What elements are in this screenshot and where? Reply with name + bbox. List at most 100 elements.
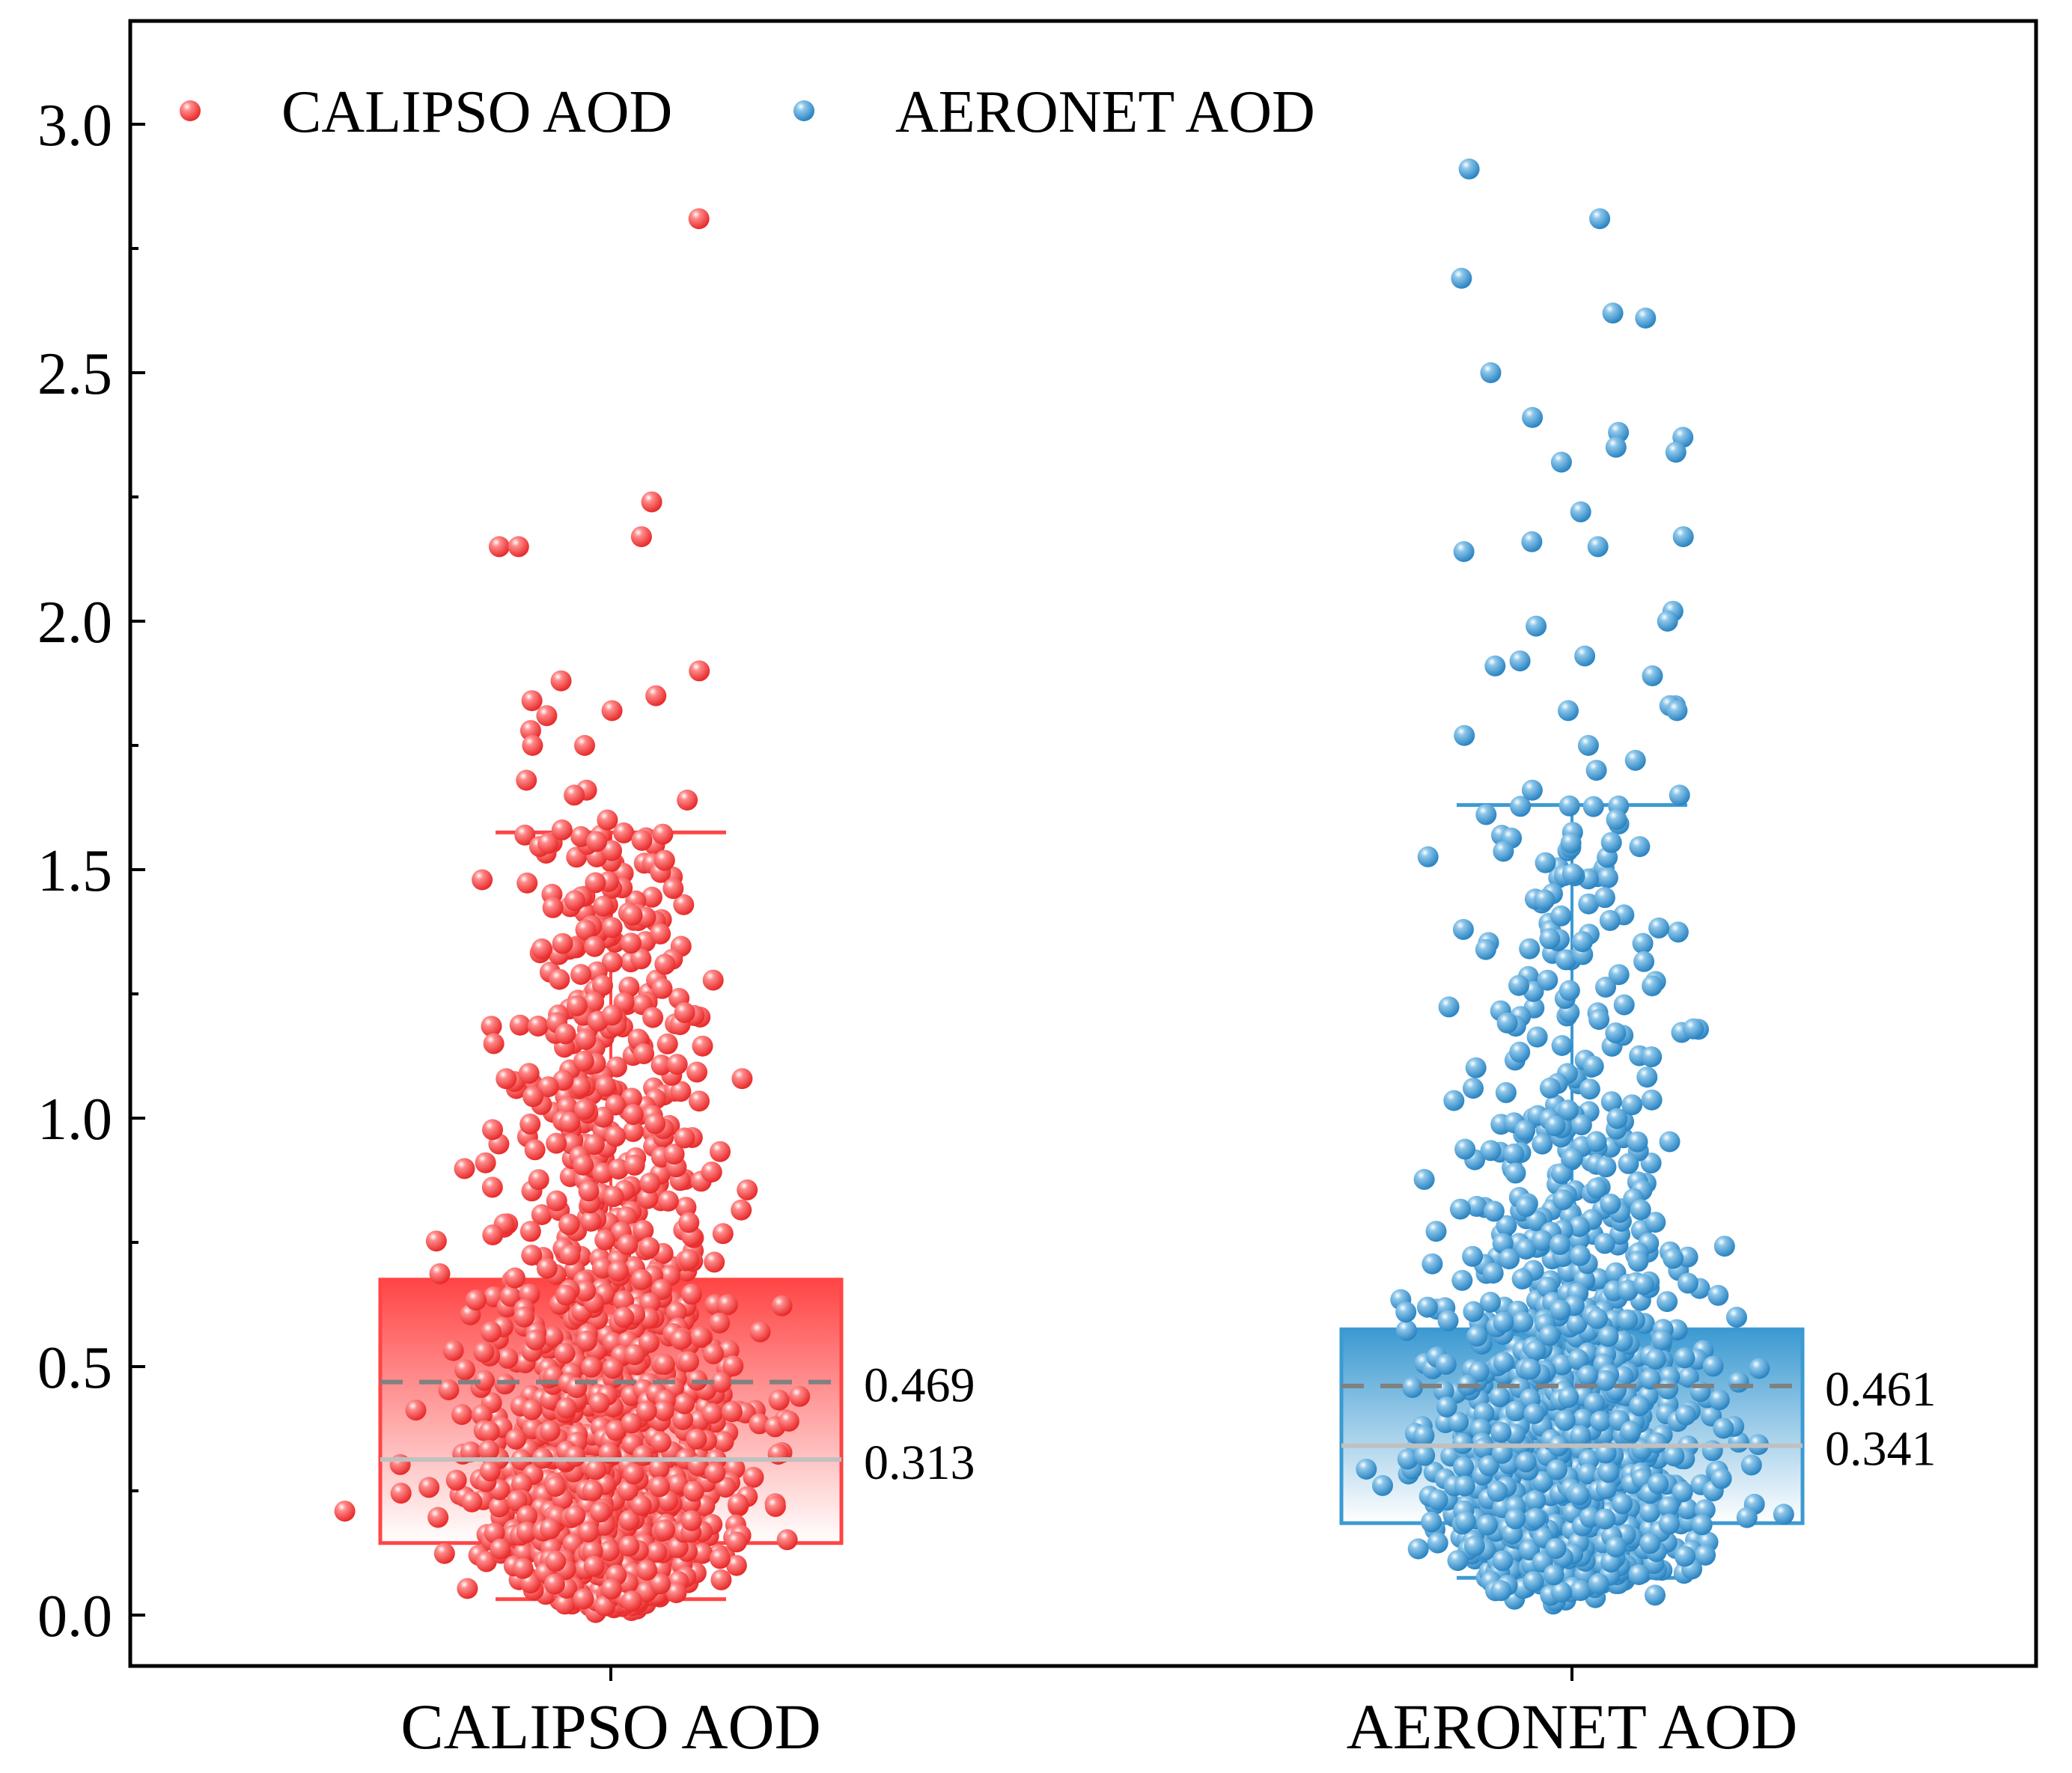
data-point bbox=[1558, 980, 1580, 1001]
data-point bbox=[479, 1460, 501, 1482]
data-point bbox=[570, 1075, 591, 1097]
data-point bbox=[731, 1068, 753, 1090]
outlier-point bbox=[521, 690, 543, 712]
data-point bbox=[1480, 1140, 1502, 1162]
data-point bbox=[639, 1331, 660, 1353]
data-point bbox=[1558, 1099, 1579, 1121]
data-point bbox=[457, 1578, 478, 1599]
data-point bbox=[1677, 1498, 1698, 1520]
outlier-point bbox=[1602, 302, 1624, 324]
outlier-point bbox=[1666, 700, 1688, 721]
data-point bbox=[1567, 1349, 1589, 1370]
data-point bbox=[1463, 1078, 1484, 1099]
data-point bbox=[582, 1480, 603, 1501]
data-point bbox=[516, 1521, 537, 1542]
outlier-point bbox=[522, 735, 543, 756]
data-point bbox=[686, 1428, 707, 1450]
data-point bbox=[665, 1582, 687, 1604]
data-point bbox=[666, 1054, 688, 1075]
data-point bbox=[1515, 1239, 1537, 1260]
data-point bbox=[1633, 1274, 1654, 1296]
data-point bbox=[1663, 1445, 1685, 1467]
data-point bbox=[1627, 1131, 1648, 1153]
data-point bbox=[1514, 1120, 1536, 1141]
data-point bbox=[1651, 1329, 1673, 1351]
data-point bbox=[545, 1476, 567, 1497]
data-point bbox=[631, 1269, 653, 1290]
data-point bbox=[390, 1483, 412, 1504]
outlier-point bbox=[1577, 735, 1599, 756]
outlier-point bbox=[1587, 536, 1609, 558]
data-point bbox=[692, 1035, 713, 1057]
data-point bbox=[1560, 832, 1582, 854]
data-point bbox=[536, 1257, 558, 1279]
data-point bbox=[1633, 950, 1655, 972]
data-point bbox=[438, 1379, 460, 1400]
data-point bbox=[1473, 1403, 1495, 1424]
data-point bbox=[429, 1263, 451, 1284]
data-point bbox=[678, 1248, 700, 1270]
outlier-point bbox=[574, 735, 595, 756]
outlier-point bbox=[1669, 784, 1690, 806]
data-point bbox=[521, 1399, 543, 1420]
data-point bbox=[1595, 977, 1616, 998]
data-point bbox=[726, 1531, 747, 1553]
points-aeronet bbox=[1356, 158, 1794, 1615]
data-point bbox=[1594, 887, 1615, 909]
data-point bbox=[1499, 1248, 1520, 1270]
data-point bbox=[1710, 1468, 1732, 1489]
data-point bbox=[1539, 928, 1561, 950]
data-point bbox=[481, 1016, 502, 1037]
data-point bbox=[1617, 1309, 1639, 1331]
data-point bbox=[630, 948, 652, 970]
data-point bbox=[683, 1480, 704, 1502]
data-point bbox=[670, 1329, 692, 1350]
data-point bbox=[633, 1220, 654, 1241]
data-point bbox=[670, 1081, 692, 1102]
data-point bbox=[489, 1496, 510, 1518]
median-value-label: 0.341 bbox=[1825, 1422, 1937, 1477]
data-point bbox=[1515, 1451, 1537, 1473]
data-point bbox=[737, 1179, 758, 1200]
data-point bbox=[1495, 1081, 1517, 1103]
data-point bbox=[1663, 1248, 1684, 1269]
outlier-point bbox=[1585, 760, 1607, 781]
data-point bbox=[512, 1557, 534, 1579]
data-point bbox=[1678, 1367, 1699, 1388]
data-point bbox=[1596, 1478, 1617, 1500]
data-point bbox=[1427, 1489, 1448, 1510]
data-point bbox=[527, 1016, 549, 1037]
data-point bbox=[749, 1413, 770, 1435]
x-axis: CALIPSO AOD AERONET AOD bbox=[400, 1666, 1797, 1763]
data-point bbox=[499, 1286, 521, 1307]
data-point bbox=[1525, 1508, 1547, 1529]
data-point bbox=[1475, 804, 1497, 826]
data-point bbox=[1551, 1163, 1572, 1185]
data-point bbox=[524, 1139, 546, 1161]
data-point bbox=[1372, 1474, 1393, 1496]
data-point bbox=[650, 1573, 671, 1595]
data-point bbox=[1641, 1089, 1663, 1111]
data-point bbox=[633, 1043, 654, 1064]
data-point bbox=[618, 1510, 640, 1531]
outlier-point bbox=[641, 491, 662, 513]
data-point bbox=[564, 1505, 586, 1526]
data-point bbox=[674, 1393, 695, 1415]
data-point bbox=[1505, 1508, 1526, 1530]
data-point bbox=[564, 890, 585, 912]
outlier-point bbox=[516, 769, 537, 791]
outlier-point bbox=[1484, 655, 1506, 677]
data-point bbox=[613, 822, 635, 843]
outlier-point bbox=[1522, 406, 1544, 428]
data-point bbox=[573, 1588, 594, 1610]
data-point bbox=[712, 1223, 734, 1245]
data-point bbox=[1493, 840, 1514, 862]
y-tick-label: 0.0 bbox=[37, 1584, 112, 1650]
data-point bbox=[1532, 1471, 1553, 1492]
data-point bbox=[1600, 831, 1622, 853]
data-point bbox=[1570, 1114, 1592, 1136]
data-point bbox=[1535, 852, 1556, 873]
data-point bbox=[483, 1033, 505, 1055]
legend: CALIPSO AOD AERONET AOD bbox=[180, 79, 1315, 145]
data-point bbox=[566, 995, 588, 1016]
